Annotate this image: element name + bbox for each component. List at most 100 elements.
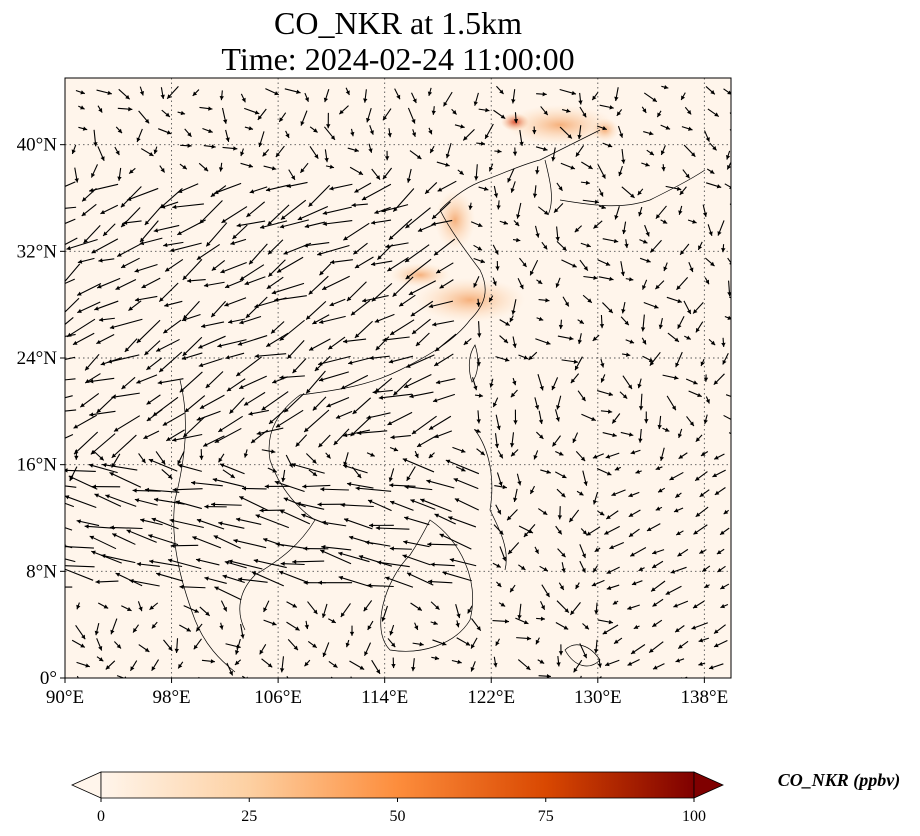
wind-arrow — [598, 276, 614, 282]
wind-arrow — [517, 659, 531, 671]
wind-arrow — [228, 559, 263, 570]
wind-arrow — [65, 409, 77, 412]
wind-arrow — [97, 105, 103, 113]
wind-arrow — [439, 279, 454, 289]
wind-arrow — [387, 128, 392, 138]
wind-arrow — [516, 202, 522, 219]
wind-arrow — [163, 639, 173, 652]
wind-arrow — [662, 427, 670, 432]
lon-tick-label: 114°E — [361, 687, 408, 708]
wind-arrow — [405, 258, 432, 280]
wind-arrow — [506, 509, 518, 521]
wind-arrow — [708, 663, 724, 670]
wind-arrow — [432, 393, 455, 403]
wind-arrow — [499, 220, 509, 225]
wind-arrow — [262, 149, 270, 157]
wind-arrow — [366, 412, 391, 420]
wind-arrow — [354, 320, 373, 339]
wind-arrow — [385, 242, 409, 249]
wind-arrow — [677, 316, 685, 329]
wind-arrow — [204, 576, 227, 584]
wind-arrow — [426, 479, 455, 489]
wind-arrow — [84, 524, 116, 529]
wind-arrow — [177, 183, 199, 194]
wind-arrow — [303, 409, 330, 433]
wind-arrow — [435, 378, 456, 385]
wind-arrow — [602, 624, 619, 635]
wind-arrow — [651, 619, 663, 628]
wind-arrow — [677, 640, 689, 650]
wind-arrow — [598, 204, 606, 210]
wind-arrow — [258, 131, 265, 148]
wind-arrow — [665, 185, 682, 191]
wind-arrow — [225, 129, 230, 142]
wind-arrow — [493, 185, 499, 198]
wind-arrow — [148, 458, 178, 472]
wind-arrow — [511, 299, 517, 315]
wind-arrow — [449, 558, 477, 567]
wind-arrow — [663, 262, 668, 272]
wind-arrow — [283, 393, 305, 413]
wind-arrow — [683, 300, 692, 315]
wind-arrow — [275, 409, 304, 428]
wind-arrow — [205, 222, 228, 247]
wind-arrow — [646, 149, 655, 156]
wind-arrow — [354, 182, 372, 193]
wind-arrow — [184, 128, 192, 138]
co-plume-korea — [591, 118, 619, 142]
wind-arrow — [366, 107, 372, 123]
wind-arrow — [175, 500, 202, 510]
wind-arrow — [77, 257, 95, 264]
wind-arrow — [109, 318, 143, 330]
wind-arrow — [677, 428, 683, 439]
wind-arrow — [221, 107, 228, 124]
wind-arrow — [211, 260, 226, 271]
wind-arrow — [642, 355, 654, 363]
wind-arrow — [279, 375, 305, 380]
wind-arrow — [695, 434, 703, 443]
wind-arrow — [720, 603, 729, 609]
wind-arrow — [604, 659, 620, 667]
wind-arrow — [212, 477, 245, 488]
wind-arrow — [343, 338, 367, 344]
wind-arrow — [89, 410, 116, 417]
wind-arrow — [652, 663, 665, 670]
wind-arrow — [389, 500, 414, 511]
wind-arrow — [107, 354, 140, 364]
wind-arrow — [598, 188, 604, 197]
wind-arrow — [292, 559, 325, 564]
wind-arrow — [621, 301, 626, 314]
wind-arrow — [410, 499, 436, 510]
wind-arrow — [155, 338, 180, 352]
wind-arrow — [658, 318, 664, 330]
wind-arrow — [675, 530, 684, 536]
wind-arrow — [675, 492, 682, 499]
wind-arrow — [562, 108, 571, 113]
wind-arrow — [222, 574, 245, 584]
wind-arrow — [89, 679, 96, 693]
wind-arrow — [597, 259, 611, 266]
wind-arrow — [263, 600, 270, 613]
wind-arrow — [367, 583, 394, 588]
wind-arrow — [84, 373, 101, 384]
wind-arrow — [620, 261, 625, 277]
wind-arrow — [492, 277, 497, 286]
wind-vectors — [65, 84, 731, 693]
wind-arrow — [555, 622, 569, 630]
wind-arrow — [342, 464, 368, 474]
wind-arrow — [597, 658, 602, 668]
wind-arrow — [463, 338, 472, 346]
wind-arrow — [345, 639, 350, 648]
wind-arrow — [149, 602, 159, 611]
wind-arrow — [256, 427, 284, 436]
wind-arrow — [582, 199, 600, 205]
wind-arrow — [428, 452, 435, 459]
wind-arrow — [65, 333, 76, 338]
wind-arrow — [274, 295, 307, 302]
wind-arrow — [551, 377, 559, 391]
coastline-borneo — [380, 519, 473, 652]
wind-arrow — [621, 149, 626, 164]
lon-tick-label: 106°E — [254, 687, 302, 708]
wind-arrow — [492, 562, 502, 568]
wind-arrow — [523, 523, 536, 538]
